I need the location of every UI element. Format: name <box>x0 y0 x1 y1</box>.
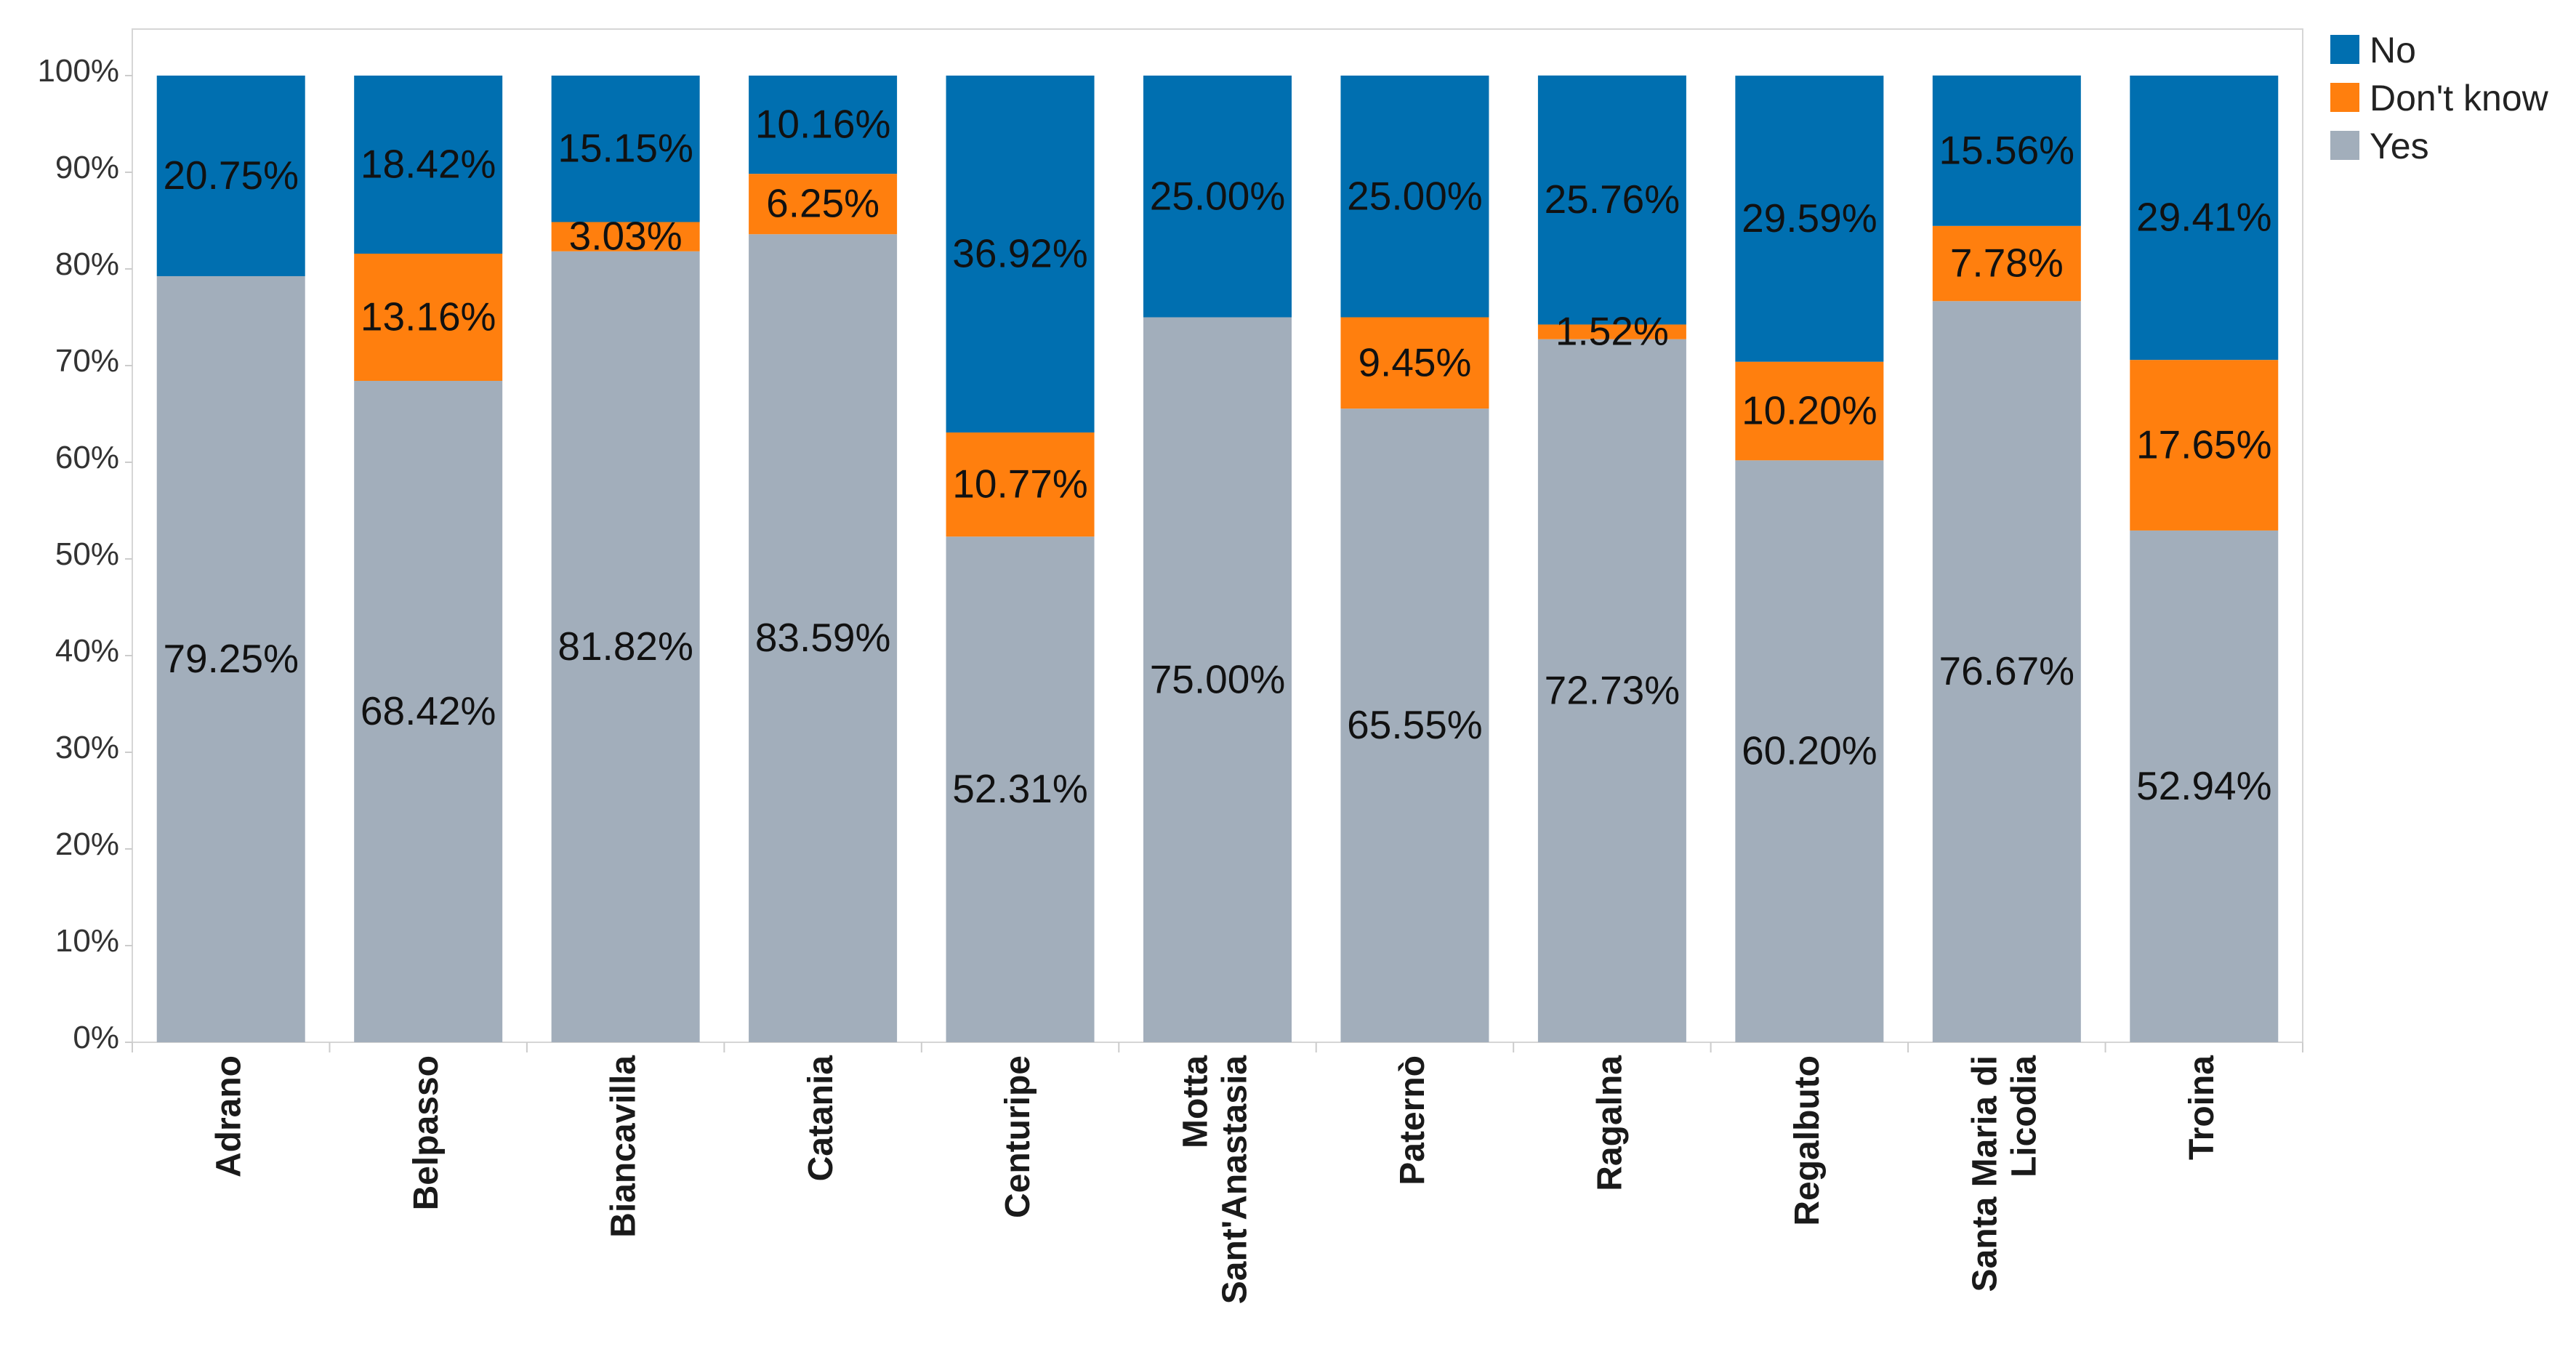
x-category-label: Sant'Anastasia <box>1216 1055 1255 1305</box>
bar-yes-belpasso <box>354 381 503 1042</box>
data-label-no-regalbuto: 29.59% <box>1742 196 1877 241</box>
data-label-don-t-know-ragalna: 1.52% <box>1555 309 1669 354</box>
data-label-no-patern: 25.00% <box>1347 173 1483 218</box>
data-label-yes-regalbuto: 60.20% <box>1742 728 1877 773</box>
bar-don-t-know-ragalna <box>1537 324 1686 339</box>
data-label-yes-santa-maria-di-licodia: 76.67% <box>1939 648 2075 693</box>
x-category-label: Santa Maria di <box>1965 1055 2004 1292</box>
legend-swatch-yes <box>2330 131 2359 160</box>
legend-label-yes: Yes <box>2370 126 2429 166</box>
bar-don-t-know-santa-maria-di-licodia <box>1932 225 2081 302</box>
bar-yes-biancavilla <box>551 251 700 1043</box>
legend: No Don't know Yes <box>2330 30 2549 166</box>
x-category-label: Licodia <box>2005 1055 2043 1177</box>
y-tick-label: 50% <box>55 536 119 572</box>
data-label-no-belpasso: 18.42% <box>361 141 496 186</box>
data-label-no-motta-sant-anastasia: 25.00% <box>1150 173 1286 218</box>
bar-no-biancavilla <box>551 76 700 222</box>
y-tick-label: 100% <box>37 53 119 89</box>
x-category-label: Biancavilla <box>604 1055 643 1238</box>
bar-yes-regalbuto <box>1735 460 1884 1042</box>
legend-swatch-don-t-know <box>2330 83 2359 112</box>
bar-yes-patern <box>1340 408 1489 1042</box>
data-label-don-t-know-biancavilla: 3.03% <box>569 214 683 259</box>
data-label-don-t-know-belpasso: 13.16% <box>361 294 496 339</box>
data-label-don-t-know-centuripe: 10.77% <box>952 462 1088 507</box>
bar-don-t-know-centuripe <box>946 432 1095 537</box>
data-label-no-adrano: 20.75% <box>163 153 299 198</box>
legend-label-no: No <box>2370 30 2416 71</box>
y-tick-label: 40% <box>55 633 119 669</box>
data-label-yes-biancavilla: 81.82% <box>558 624 693 669</box>
y-axis: 0% 10% 20% 30% 40% 50% 60% 70% 80% 90% 100% <box>37 53 132 1055</box>
y-tick-label: 0% <box>73 1020 119 1055</box>
x-category-label: Centuripe <box>999 1055 1037 1218</box>
x-category-label: Catania <box>802 1055 840 1182</box>
y-tick-label: 90% <box>55 150 119 185</box>
data-label-yes-troina: 52.94% <box>2136 763 2272 808</box>
data-labels: 79.25% 20.75% 68.42% 13.16% 18.42% 81.82% 3.03… <box>163 102 2271 812</box>
data-label-don-t-know-santa-maria-di-licodia: 7.78% <box>1950 241 2064 286</box>
x-category-label: Ragalna <box>1591 1055 1630 1191</box>
bar-no-centuripe <box>946 76 1095 433</box>
bar-no-regalbuto <box>1735 76 1884 362</box>
data-label-don-t-know-catania: 6.25% <box>766 181 880 226</box>
x-category-label: Regalbuto <box>1788 1055 1827 1226</box>
data-label-no-biancavilla: 15.15% <box>558 126 693 171</box>
bar-don-t-know-troina <box>2130 360 2279 531</box>
y-tick-label: 60% <box>55 440 119 475</box>
data-label-yes-ragalna: 72.73% <box>1545 667 1681 712</box>
data-label-yes-adrano: 79.25% <box>163 636 299 681</box>
data-label-yes-patern: 65.55% <box>1347 702 1483 747</box>
data-label-no-ragalna: 25.76% <box>1545 177 1681 222</box>
bar-don-t-know-patern <box>1340 317 1489 409</box>
y-tick-label: 30% <box>55 730 119 765</box>
bar-yes-ragalna <box>1537 339 1686 1042</box>
data-label-yes-catania: 83.59% <box>755 615 891 660</box>
y-tick-label: 20% <box>55 826 119 862</box>
bar-yes-adrano <box>156 275 305 1043</box>
y-tick-label: 10% <box>55 923 119 959</box>
data-label-yes-belpasso: 68.42% <box>361 688 496 733</box>
data-label-no-troina: 29.41% <box>2136 195 2272 240</box>
bar-no-belpasso <box>354 76 503 254</box>
x-axis: Adrano Belpasso Biancavilla Catania Centurip… <box>132 1042 2303 1304</box>
bars <box>156 75 2279 1043</box>
bar-yes-troina <box>2130 530 2279 1042</box>
bar-yes-motta-sant-anastasia <box>1143 317 1292 1042</box>
x-category-label: Belpasso <box>407 1055 446 1210</box>
bar-don-t-know-regalbuto <box>1735 361 1884 461</box>
bar-no-adrano <box>156 76 305 276</box>
data-label-yes-centuripe: 52.31% <box>952 766 1088 811</box>
bar-don-t-know-catania <box>749 174 898 235</box>
legend-swatch-no <box>2330 35 2359 64</box>
bar-no-troina <box>2130 76 2279 361</box>
data-label-don-t-know-regalbuto: 10.20% <box>1742 388 1877 433</box>
bar-don-t-know-biancavilla <box>551 222 700 251</box>
bar-no-ragalna <box>1537 75 1686 325</box>
legend-label-don-t-know: Don't know <box>2370 78 2549 118</box>
data-label-no-santa-maria-di-licodia: 15.56% <box>1939 127 2075 172</box>
y-tick-label: 80% <box>55 246 119 282</box>
bar-yes-centuripe <box>946 536 1095 1042</box>
bar-yes-catania <box>749 234 898 1043</box>
x-category-label: Motta <box>1177 1055 1215 1148</box>
bar-no-motta-sant-anastasia <box>1143 76 1292 318</box>
data-label-no-centuripe: 36.92% <box>952 231 1088 276</box>
y-tick-label: 70% <box>55 343 119 379</box>
data-label-don-t-know-troina: 17.65% <box>2136 422 2272 467</box>
data-label-no-catania: 10.16% <box>755 102 891 147</box>
data-label-don-t-know-patern: 9.45% <box>1358 339 1471 384</box>
bar-don-t-know-belpasso <box>354 253 503 382</box>
bar-no-patern <box>1340 76 1489 318</box>
x-category-label: Troina <box>2183 1055 2221 1160</box>
bar-no-santa-maria-di-licodia <box>1932 75 2081 226</box>
bar-no-catania <box>749 76 898 174</box>
bar-yes-santa-maria-di-licodia <box>1932 301 2081 1042</box>
x-category-label: Paternò <box>1393 1055 1432 1185</box>
data-label-yes-motta-sant-anastasia: 75.00% <box>1150 656 1286 701</box>
x-category-label: Adrano <box>209 1055 248 1177</box>
